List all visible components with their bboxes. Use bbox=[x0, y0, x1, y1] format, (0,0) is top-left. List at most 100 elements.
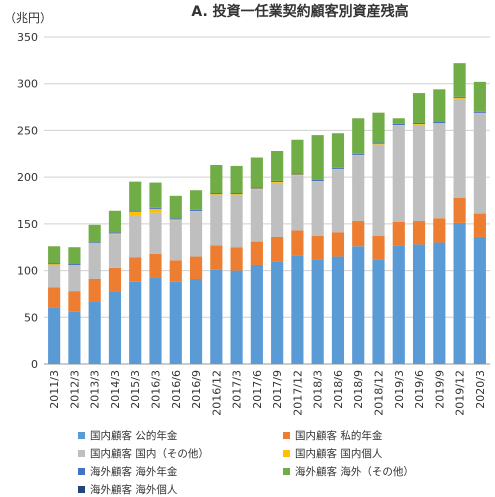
y-tick-label: 350 bbox=[17, 31, 38, 44]
legend-label: 海外顧客 海外年金 bbox=[90, 466, 178, 478]
bar-segment bbox=[372, 259, 385, 364]
bar-segment bbox=[230, 270, 243, 364]
bar-segment bbox=[48, 264, 61, 288]
bar-segment bbox=[88, 242, 101, 244]
bar-segment bbox=[230, 194, 243, 195]
bar-segment bbox=[250, 188, 263, 190]
bar-segment bbox=[129, 181, 142, 211]
legend-item: 国内顧客 国内個人 bbox=[283, 446, 382, 461]
bar-segment bbox=[473, 111, 486, 113]
legend-item: 国内顧客 私的年金 bbox=[283, 428, 382, 443]
bar-segment bbox=[129, 211, 142, 216]
x-tick-label: 2019/12 bbox=[454, 370, 467, 416]
bar-segment bbox=[88, 224, 101, 242]
bar-segment bbox=[311, 181, 324, 182]
y-tick-label: 0 bbox=[31, 358, 38, 371]
bar-segment bbox=[68, 265, 81, 266]
bar-segment bbox=[48, 287, 61, 308]
x-tick-label: 2017/9 bbox=[271, 370, 284, 409]
legend-item: 国内顧客 国内（その他） bbox=[78, 446, 209, 461]
legend-item: 海外顧客 海外個人 bbox=[78, 482, 177, 497]
y-tick-label: 250 bbox=[17, 124, 38, 137]
bar-segment bbox=[433, 123, 446, 219]
x-tick-label: 2016/12 bbox=[210, 370, 223, 416]
bar-segment bbox=[412, 124, 426, 125]
x-tick-label: 2017/6 bbox=[251, 370, 264, 409]
bar-segment bbox=[189, 256, 203, 279]
legend-swatch bbox=[78, 468, 85, 475]
bar-segment bbox=[453, 96, 466, 98]
bar-segment bbox=[149, 253, 162, 278]
x-tick-label: 2012/3 bbox=[68, 370, 81, 409]
bar-segment bbox=[149, 277, 162, 364]
bar-segment bbox=[169, 220, 182, 261]
bar-segment bbox=[311, 179, 324, 182]
bar-segment bbox=[108, 234, 122, 268]
bar-segment bbox=[291, 173, 304, 175]
bar-segment bbox=[453, 222, 466, 364]
legend-swatch bbox=[283, 468, 290, 475]
bar-segment bbox=[149, 207, 162, 209]
bar-segment bbox=[68, 247, 81, 265]
legend-label: 国内顧客 私的年金 bbox=[295, 430, 383, 442]
bar-segment bbox=[48, 246, 61, 264]
bar-segment bbox=[433, 218, 446, 243]
bar-segment bbox=[108, 233, 122, 235]
bar-segment bbox=[291, 175, 304, 231]
bar-segment bbox=[473, 81, 486, 112]
legend-swatch bbox=[283, 432, 290, 439]
bar-segment bbox=[433, 123, 446, 124]
bar-segment bbox=[352, 246, 365, 364]
bar-segment bbox=[392, 123, 405, 126]
bar-segment bbox=[372, 142, 385, 144]
bar-segment bbox=[291, 230, 304, 256]
bar-segment bbox=[392, 118, 405, 124]
bar-segment bbox=[433, 122, 446, 124]
bar-segment bbox=[433, 89, 446, 123]
bar-segment bbox=[149, 212, 162, 254]
bar-segment bbox=[88, 278, 101, 302]
legend-label: 国内顧客 国内（その他） bbox=[90, 448, 209, 460]
bar-segment bbox=[392, 125, 405, 126]
bar-segment bbox=[453, 98, 466, 198]
legend-label: 国内顧客 国内個人 bbox=[295, 448, 383, 460]
bar-segment bbox=[108, 291, 122, 364]
bar-segment bbox=[108, 232, 122, 234]
bar-segment bbox=[48, 307, 61, 364]
bar-segment bbox=[352, 154, 365, 156]
bar-segment bbox=[271, 261, 284, 364]
bar-segment bbox=[331, 167, 345, 169]
bar-segment bbox=[169, 281, 182, 364]
bar-segment bbox=[88, 301, 101, 364]
bar-segment bbox=[372, 236, 385, 260]
bar-segment bbox=[250, 157, 263, 188]
bar-segment bbox=[412, 124, 426, 222]
bar-segment bbox=[372, 143, 385, 145]
bar-segment bbox=[311, 236, 324, 260]
bar-segment bbox=[271, 182, 284, 183]
x-tick-label: 2016/6 bbox=[170, 370, 183, 409]
y-axis-ticks: 0 50 100 150 200 250 300 350 bbox=[17, 31, 38, 371]
legend-label: 国内顧客 公的年金 bbox=[90, 430, 178, 442]
bar-segment bbox=[169, 218, 182, 220]
bar-segment bbox=[271, 180, 284, 183]
bar-segment bbox=[230, 193, 243, 195]
bar-segment bbox=[250, 241, 263, 265]
bar-segment bbox=[189, 209, 203, 211]
bar-segment bbox=[392, 125, 405, 222]
bar-segment bbox=[291, 139, 304, 174]
bar-segment bbox=[473, 113, 486, 214]
legend-item: 国内顧客 公的年金 bbox=[78, 428, 177, 443]
bar-segment bbox=[108, 267, 122, 292]
bar-segment bbox=[372, 112, 385, 143]
bar-segment bbox=[331, 232, 345, 257]
legend-swatch bbox=[283, 450, 290, 457]
chart-title: A. 投資一任業契約顧客別資産残高 bbox=[191, 3, 408, 20]
bar-segment bbox=[433, 242, 446, 364]
x-tick-label: 2014/3 bbox=[109, 370, 122, 409]
x-tick-label: 2019/9 bbox=[433, 370, 446, 409]
bar-segment bbox=[331, 168, 345, 170]
bar-segment bbox=[473, 213, 486, 237]
